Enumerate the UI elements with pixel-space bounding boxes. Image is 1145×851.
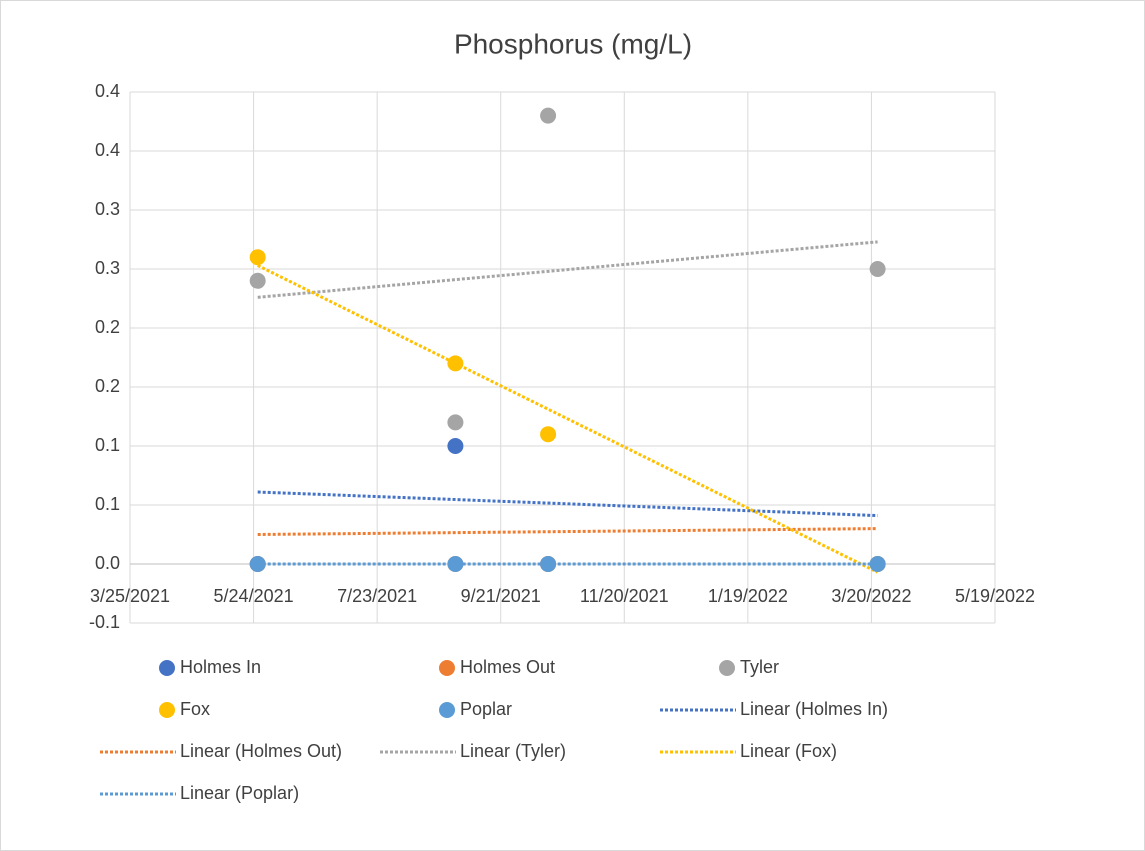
x-tick-label: 5/24/2021 [214,586,294,606]
point [540,426,557,443]
trend-line [257,240,878,299]
y-tick-label: 0.3 [95,258,120,278]
y-tick-label: 0.3 [95,199,120,219]
point [869,556,886,572]
y-tick-label: -0.1 [89,612,120,632]
point [447,438,464,454]
y-tick-label: 0.2 [95,317,120,337]
x-tick-label: 9/21/2021 [461,586,541,606]
legend-marker [719,660,735,676]
point [869,261,886,277]
trend-line [257,264,879,574]
x-tick-label: 3/25/2021 [90,586,170,606]
legend-marker [159,660,175,676]
point [249,249,266,266]
trend-line [257,490,878,518]
legend-label: Holmes In [180,657,261,677]
y-tick-label: 0.1 [95,435,120,455]
legend-label: Linear (Poplar) [180,783,299,803]
trend-line [257,527,878,536]
y-tick-label: 0.1 [95,494,120,514]
y-tick-label: 0.4 [95,81,120,101]
x-tick-label: 11/20/2021 [580,586,669,606]
y-tick-label: 0.0 [95,553,120,573]
legend-marker [439,702,455,718]
legend-label: Linear (Holmes Out) [180,741,342,761]
y-tick-label: 0.2 [95,376,120,396]
legend-label: Tyler [740,657,779,677]
y-tick-label: 0.4 [95,140,120,160]
chart-title: Phosphorus (mg/L) [454,28,692,59]
point [447,355,464,372]
legend-label: Fox [180,699,210,719]
point [249,272,266,289]
point [249,556,266,572]
x-tick-label: 7/23/2021 [337,586,417,606]
legend-label: Linear (Holmes In) [740,699,888,719]
point [540,107,557,124]
legend-marker [439,660,455,676]
point [447,414,464,431]
point [447,556,464,572]
legend-label: Holmes Out [460,657,555,677]
legend-marker [159,702,175,718]
legend-label: Poplar [460,699,512,719]
x-tick-label: 3/20/2022 [831,586,911,606]
legend-label: Linear (Tyler) [460,741,566,761]
x-tick-label: 1/19/2022 [708,586,788,606]
x-tick-label: 5/19/2022 [955,586,1035,606]
legend-label: Linear (Fox) [740,741,837,761]
point [540,556,557,572]
